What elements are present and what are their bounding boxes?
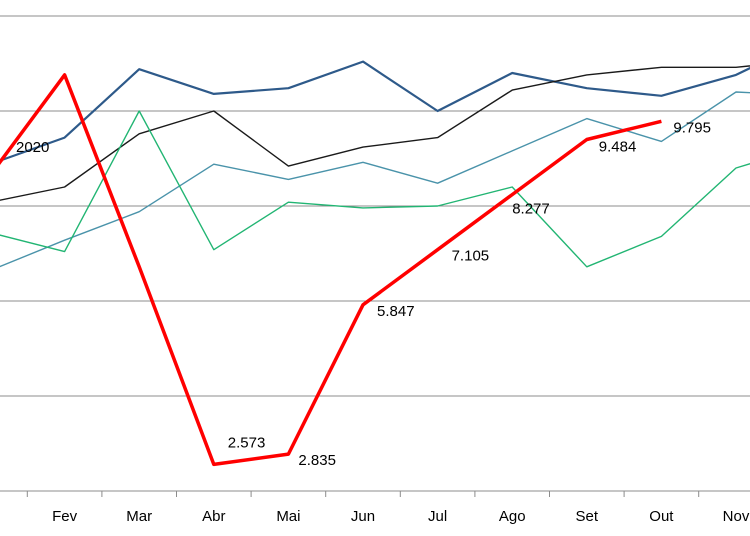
x-tick-label: Jul xyxy=(428,508,447,525)
x-tick-label: Jun xyxy=(351,508,375,525)
data-label: 8.277 xyxy=(512,201,550,218)
data-label: 2.573 xyxy=(228,434,266,451)
x-tick-label: Abr xyxy=(202,508,225,525)
x-axis: nFevMarAbrMaiJunJulAgoSetOutNov xyxy=(26,491,750,525)
series-line-2 xyxy=(0,65,750,201)
data-labels: 2.573 2.835 5.847 7.105 8.277 9.484 9.795 2020 xyxy=(16,119,711,469)
data-label: 5.847 xyxy=(377,303,415,320)
data-label: 9.484 xyxy=(599,139,637,156)
x-tick-label: Fev xyxy=(52,508,78,525)
series-line-4 xyxy=(0,110,750,268)
x-tick-label: Mar xyxy=(126,508,152,525)
x-tick-label: Set xyxy=(576,508,599,525)
x-tick-label: Out xyxy=(649,508,674,525)
x-tick-label: Ago xyxy=(499,508,526,525)
x-tick-label: Mai xyxy=(276,508,300,525)
series-line-2020 xyxy=(0,73,662,467)
series-name-label: 2020 xyxy=(16,139,49,156)
series-line-3 xyxy=(0,91,750,268)
data-label: 7.105 xyxy=(452,248,490,265)
x-tick-label: Nov xyxy=(723,508,750,525)
data-label: 9.795 xyxy=(673,119,711,136)
gridlines xyxy=(0,15,750,492)
series-lines xyxy=(0,60,750,467)
data-label: 2.835 xyxy=(298,452,336,469)
series-line-1 xyxy=(0,60,750,162)
